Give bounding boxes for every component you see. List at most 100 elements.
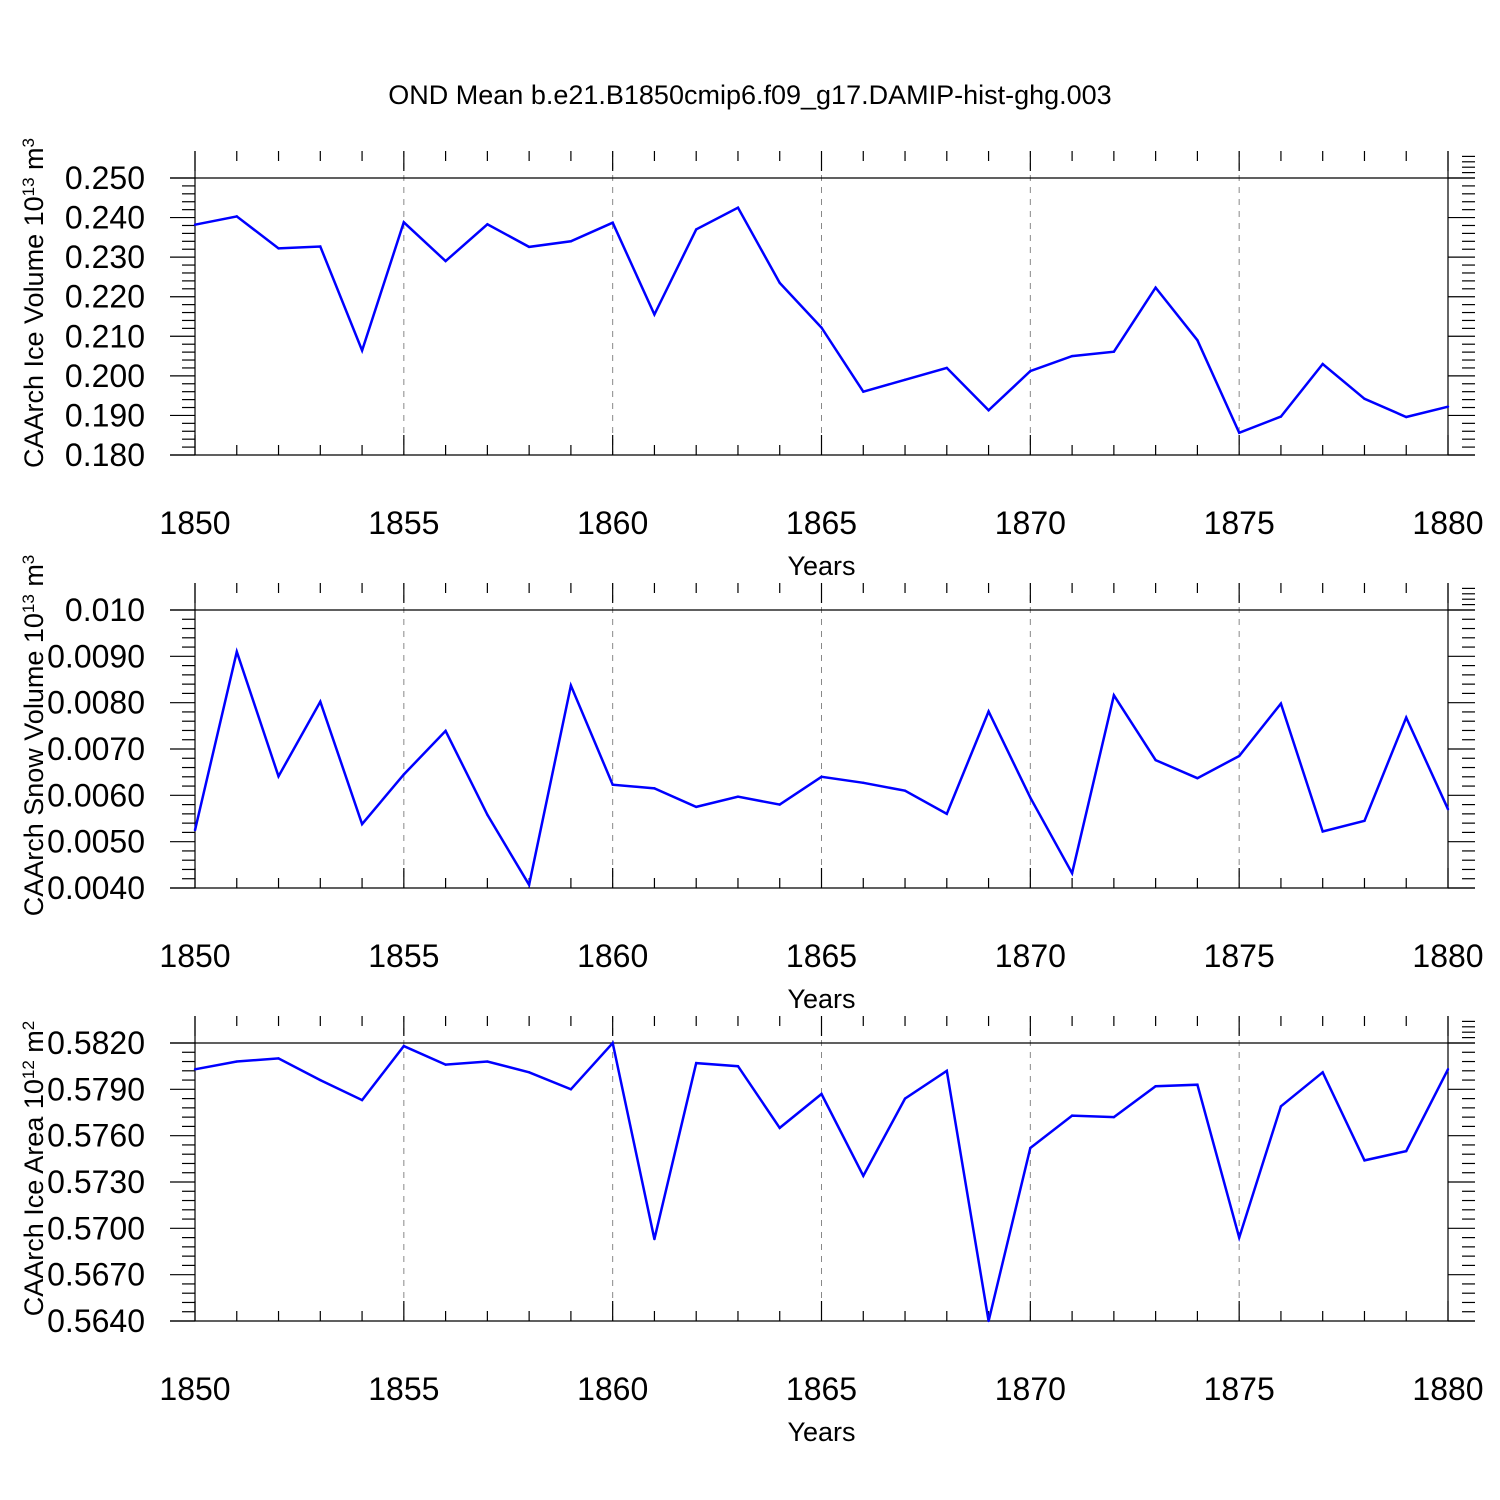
data-point bbox=[569, 684, 573, 687]
data-point bbox=[402, 221, 406, 224]
data-point bbox=[1363, 1159, 1366, 1162]
panel-3: 0.5640 0.5670 0.5700 0.5730 0.5760 0.5790 0.58… bbox=[19, 1016, 1484, 1447]
data-point bbox=[1070, 1114, 1074, 1117]
y-tick-label: 0.5670 bbox=[47, 1257, 145, 1293]
data-point bbox=[1363, 819, 1366, 823]
data-point bbox=[1446, 808, 1450, 811]
y-tick-label: 0.0060 bbox=[47, 777, 145, 813]
data-point bbox=[903, 1097, 907, 1100]
y-axis-label-part: CAArch Snow Volume 10 bbox=[19, 613, 49, 916]
x-tick-label: 1850 bbox=[159, 505, 230, 541]
y-tick-label: 0.010 bbox=[65, 592, 145, 628]
x-tick-label: 1870 bbox=[995, 1371, 1066, 1407]
x-tick-label: 1870 bbox=[995, 505, 1066, 541]
data-point bbox=[736, 206, 740, 209]
x-tick-label: 1865 bbox=[786, 1371, 857, 1407]
data-point bbox=[1070, 354, 1074, 358]
data-point bbox=[360, 822, 364, 826]
data-point bbox=[1154, 758, 1157, 762]
data-point bbox=[1321, 1071, 1324, 1074]
data-point bbox=[653, 787, 656, 790]
data-point bbox=[444, 729, 447, 733]
y-tick-label: 0.5760 bbox=[47, 1118, 145, 1154]
y-axis-label: CAArch Ice Area 1012 m2 bbox=[19, 1021, 49, 1317]
data-point bbox=[360, 349, 364, 352]
data-point bbox=[1405, 1149, 1408, 1153]
data-point bbox=[695, 1061, 698, 1065]
y-axis-label-part: m bbox=[19, 147, 49, 177]
y-tick-label: 0.5790 bbox=[47, 1071, 145, 1107]
y-tick-label: 0.0080 bbox=[47, 685, 145, 721]
data-point bbox=[235, 215, 238, 218]
x-tick-label: 1880 bbox=[1412, 938, 1483, 974]
y-tick-label: 0.0090 bbox=[47, 638, 145, 674]
x-tick-label: 1870 bbox=[995, 938, 1066, 974]
data-point bbox=[1279, 1105, 1283, 1108]
data-point bbox=[987, 409, 990, 412]
x-tick-label: 1875 bbox=[1204, 505, 1275, 541]
x-tick-label: 1875 bbox=[1204, 938, 1275, 974]
data-point bbox=[695, 228, 698, 231]
data-point bbox=[653, 313, 656, 316]
y-tick-label: 0.0050 bbox=[47, 824, 145, 860]
y-axis-label-part: m bbox=[19, 564, 49, 594]
y-axis-label-part: m bbox=[19, 1030, 49, 1060]
y-tick-label: 0.0070 bbox=[47, 731, 145, 767]
data-point bbox=[987, 710, 990, 713]
data-point bbox=[569, 240, 573, 243]
data-point bbox=[1029, 369, 1032, 373]
data-point bbox=[1112, 1115, 1116, 1119]
x-tick-label: 1860 bbox=[577, 505, 648, 541]
data-point bbox=[903, 789, 907, 792]
data-point bbox=[778, 803, 781, 806]
data-point bbox=[1196, 776, 1199, 780]
y-tick-label: 0.240 bbox=[65, 200, 145, 236]
y-axis-label: CAArch Snow Volume 1013 m3 bbox=[19, 555, 49, 917]
x-axis-label: Years bbox=[787, 551, 855, 581]
y-axis-label-superscript: 13 bbox=[19, 177, 38, 196]
data-point bbox=[444, 1063, 447, 1066]
data-point bbox=[778, 281, 781, 285]
x-tick-label: 1855 bbox=[368, 505, 439, 541]
data-point bbox=[820, 326, 823, 329]
y-tick-label: 0.5730 bbox=[47, 1164, 145, 1200]
data-point bbox=[945, 812, 948, 816]
data-point bbox=[193, 223, 197, 226]
x-tick-label: 1880 bbox=[1412, 505, 1483, 541]
data-point bbox=[945, 366, 948, 370]
data-point bbox=[527, 883, 531, 886]
data-point bbox=[653, 1237, 656, 1241]
y-tick-label: 0.190 bbox=[65, 397, 145, 433]
y-tick-label: 0.230 bbox=[65, 239, 145, 275]
data-point bbox=[402, 773, 406, 776]
data-point bbox=[736, 1064, 740, 1068]
data-point bbox=[820, 1092, 823, 1096]
data-point bbox=[527, 245, 531, 249]
data-point bbox=[277, 775, 280, 778]
x-tick-label: 1850 bbox=[159, 1371, 230, 1407]
y-tick-label: 0.180 bbox=[65, 437, 145, 473]
data-point bbox=[319, 700, 322, 703]
data-point bbox=[862, 1174, 865, 1178]
data-point bbox=[695, 805, 698, 809]
data-point bbox=[1196, 339, 1199, 342]
y-axis-label-superscript: 3 bbox=[19, 138, 38, 147]
panel-2: 0.0040 0.0050 0.0060 0.0070 0.0080 0.0090 0.01… bbox=[19, 555, 1484, 1014]
y-axis-label-superscript: 3 bbox=[19, 555, 38, 564]
y-tick-label: 0.210 bbox=[65, 318, 145, 354]
x-tick-label: 1860 bbox=[577, 938, 648, 974]
figure-title: OND Mean b.e21.B1850cmip6.f09_g17.DAMIP-… bbox=[388, 80, 1111, 110]
x-tick-label: 1875 bbox=[1204, 1371, 1275, 1407]
data-point bbox=[1029, 1146, 1032, 1150]
data-point bbox=[1196, 1083, 1199, 1086]
data-point bbox=[444, 259, 447, 263]
data-point bbox=[486, 813, 489, 816]
data-point bbox=[360, 1098, 364, 1102]
x-axis-label: Years bbox=[787, 1417, 855, 1447]
data-point bbox=[1405, 716, 1408, 719]
x-tick-label: 1850 bbox=[159, 938, 230, 974]
y-axis-label-part: CAArch Ice Volume 10 bbox=[19, 196, 49, 468]
data-point bbox=[277, 247, 280, 250]
